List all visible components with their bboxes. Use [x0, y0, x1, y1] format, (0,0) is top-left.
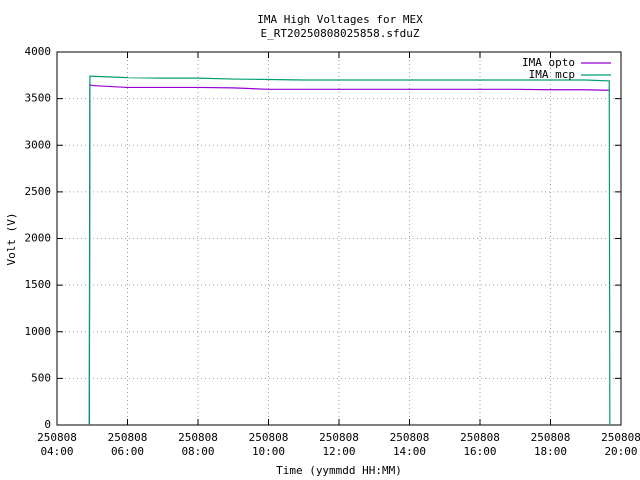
legend-label: IMA opto — [522, 56, 575, 69]
y-tick-label: 2000 — [25, 232, 52, 245]
legend-label: IMA mcp — [529, 68, 575, 81]
x-tick-label: 250808 06:00 — [108, 431, 148, 458]
y-tick-label: 4000 — [25, 45, 52, 58]
y-tick-label: 3500 — [25, 92, 52, 105]
x-tick-label: 250808 16:00 — [460, 431, 500, 458]
chart-title: IMA High Voltages for MEX — [257, 13, 423, 26]
plot-border — [56, 51, 622, 426]
y-tick-label: 2500 — [25, 185, 52, 198]
y-tick-label: 0 — [44, 418, 51, 431]
y-tick-label: 1000 — [25, 325, 52, 338]
x-tick-label: 250808 04:00 — [37, 431, 77, 458]
x-tick-label: 250808 14:00 — [390, 431, 430, 458]
series-line — [88, 83, 610, 426]
x-tick-label: 250808 08:00 — [178, 431, 218, 458]
x-tick-label: 250808 12:00 — [319, 431, 359, 458]
y-tick-label: 3000 — [25, 138, 52, 151]
x-tick-label: 250808 18:00 — [531, 431, 571, 458]
series-line — [88, 75, 611, 426]
x-tick-label: 250808 20:00 — [601, 431, 640, 458]
chart-subtitle: E_RT20250808025858.sfduZ — [261, 27, 420, 40]
x-tick-label: 250808 10:00 — [249, 431, 289, 458]
x-axis-label: Time (yymmdd HH:MM) — [276, 464, 402, 477]
y-tick-label: 1500 — [25, 278, 52, 291]
y-axis-label: Volt (V) — [5, 213, 18, 266]
y-tick-label: 500 — [31, 371, 51, 384]
